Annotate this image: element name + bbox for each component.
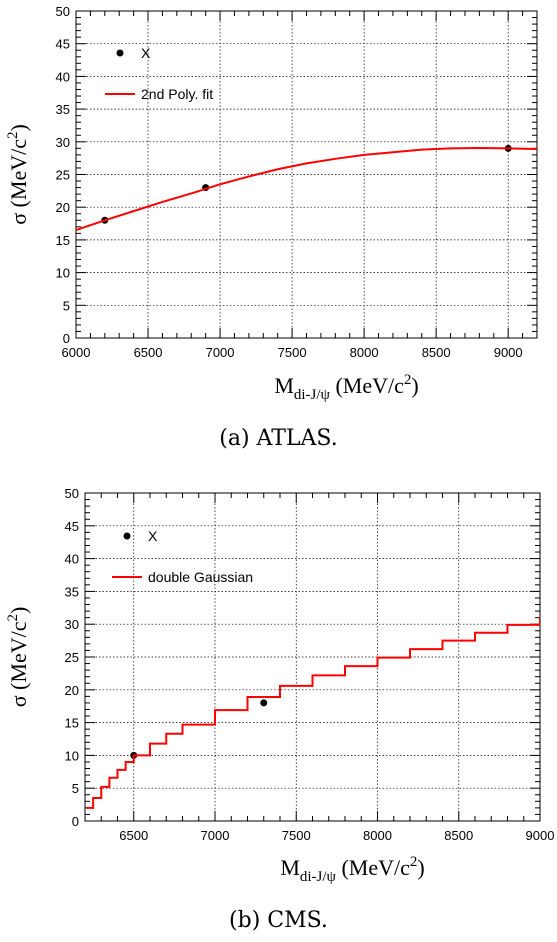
y-tick-label: 35 [65,584,79,599]
y-tick-label: 45 [65,519,79,534]
x-tick-label: 7500 [282,828,311,843]
legend-marker [117,50,124,57]
x-tick-label: 7500 [278,345,307,360]
x-tick-label: 9000 [494,345,523,360]
legend-marker [124,533,131,540]
y-tick-label: 20 [56,200,70,215]
y-tick-label: 50 [65,486,79,501]
y-tick-label: 40 [56,69,70,84]
x-tick-label: 6500 [134,345,163,360]
axes: 6500 7000 7500 8000 8500 9000 0 5 10 15 20 25 30 35 40… [65,486,555,843]
y-tick-label: 30 [65,617,79,632]
y-tick-label: 35 [56,102,70,117]
atlas-caption: (a) ATLAS. [0,426,557,451]
y-tick-label: 25 [65,650,79,665]
legend-label: double Gaussian [148,569,253,585]
cms-figure: 6500 7000 7500 8000 8500 9000 0 5 10 15 20 25 30 35 40… [0,478,557,898]
y-tick-label: 40 [65,552,79,567]
data-layer [76,145,537,230]
y-tick-label: 15 [65,716,79,731]
x-tick-label: 8500 [422,345,451,360]
data-point [260,699,267,706]
y-tick-label: 0 [63,331,70,346]
x-axis-label: Mdi-J/ψ (MeV/c2) [274,372,418,403]
y-tick-label: 15 [56,233,70,248]
legend-label: 2nd Poly. fit [141,86,213,102]
y-tick-label: 10 [56,266,70,281]
x-tick-label: 6000 [62,345,91,360]
x-tick-label: 8500 [444,828,473,843]
cms-chart: 6500 7000 7500 8000 8500 9000 0 5 10 15 20 25 30 35 40… [0,478,557,898]
x-axis-label: Mdi-J/ψ (MeV/c2) [280,854,424,885]
y-tick-label: 5 [63,298,70,313]
y-axis-label: σ (MeV/c2) [5,124,31,225]
y-tick-label: 30 [56,135,70,150]
cms-caption: (b) CMS. [0,908,557,933]
axes: 6000 6500 7000 7500 8000 8500 9000 0 5 10 15 20 25 30… [56,4,537,360]
y-tick-label: 25 [56,168,70,183]
x-tick-label: 8000 [350,345,379,360]
legend-label: X [148,528,158,544]
series-curve [76,148,537,230]
x-tick-label: 9000 [526,828,555,843]
y-axis-label: σ (MeV/c2) [5,607,31,708]
data-layer [87,617,540,808]
y-tick-label: 45 [56,37,70,52]
legend-label: X [141,45,151,61]
y-tick-label: 5 [72,781,79,796]
y-tick-label: 50 [56,4,70,19]
y-tick-label: 10 [65,748,79,763]
y-tick-label: 20 [65,683,79,698]
legend: X 2nd Poly. fit [105,45,213,102]
x-tick-label: 8000 [363,828,392,843]
x-tick-label: 7000 [206,345,235,360]
x-tick-label: 7000 [201,828,230,843]
series-curve [87,617,540,808]
atlas-figure: 6000 6500 7000 7500 8000 8500 9000 0 5 10 15 20 25 30… [0,0,557,415]
x-tick-label: 6500 [119,828,148,843]
atlas-chart: 6000 6500 7000 7500 8000 8500 9000 0 5 10 15 20 25 30… [0,0,557,415]
y-tick-label: 0 [72,814,79,829]
